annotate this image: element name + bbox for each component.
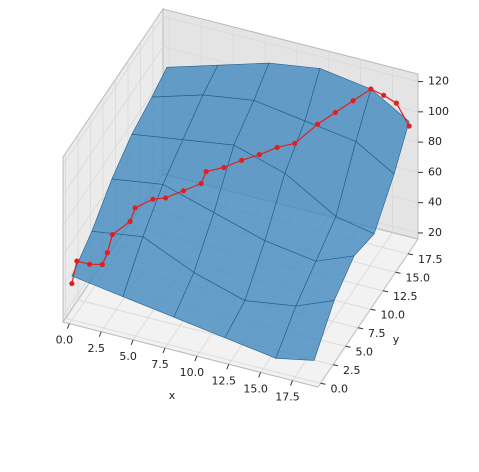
- surface-patch: [275, 300, 335, 361]
- tick-mark: [332, 364, 339, 367]
- path-point: [74, 258, 80, 264]
- y-tick-label: 5.0: [356, 345, 374, 358]
- path-point: [163, 195, 169, 201]
- path-point: [406, 123, 412, 129]
- tick-mark: [66, 323, 70, 329]
- path-point: [315, 121, 321, 127]
- path-point: [368, 86, 374, 92]
- tick-mark: [382, 290, 389, 293]
- grid-line: [62, 16, 164, 165]
- y-tick-label: 10.0: [381, 308, 406, 321]
- tick-mark: [395, 271, 401, 274]
- grid-line: [162, 16, 419, 82]
- grid-line: [62, 76, 164, 226]
- grid-line: [65, 317, 321, 384]
- path-point: [127, 218, 133, 224]
- path-point: [132, 205, 138, 211]
- path-point: [69, 280, 75, 287]
- y-tick-label: 2.5: [343, 364, 361, 377]
- x-tick-label: 12.5: [212, 374, 237, 387]
- grid-line: [62, 46, 164, 196]
- tick-mark: [194, 355, 198, 362]
- path-point: [239, 157, 245, 163]
- tick-mark: [320, 382, 326, 385]
- tick-mark: [162, 347, 166, 354]
- path-point: [99, 261, 105, 268]
- x-tick-label: 17.5: [275, 391, 300, 404]
- x-tick-label: 5.0: [119, 350, 137, 363]
- path-point: [381, 92, 387, 98]
- path-point: [332, 109, 338, 116]
- tick-mark: [226, 364, 230, 370]
- y-tick-label: 0.0: [331, 382, 349, 395]
- x-tick-label: 10.0: [180, 366, 205, 379]
- tick-mark: [370, 308, 376, 311]
- y-tick-label: 7.5: [368, 327, 386, 340]
- z-tick-label: 20: [428, 226, 442, 239]
- path-point: [292, 140, 298, 146]
- tick-mark: [407, 253, 414, 256]
- z-tick-label: 120: [428, 75, 449, 88]
- y-tick-label: 15.0: [406, 271, 431, 284]
- path-point: [221, 164, 227, 171]
- path-point: [350, 98, 356, 104]
- path-point: [203, 169, 209, 175]
- x-tick-label: 15.0: [243, 382, 268, 395]
- path-point: [274, 144, 280, 151]
- path-point: [87, 261, 93, 267]
- y-tick-label: 17.5: [418, 253, 443, 266]
- z-tick-label: 40: [428, 196, 442, 209]
- tick-mark: [345, 345, 351, 348]
- path-point: [180, 188, 186, 194]
- path-point: [150, 196, 156, 202]
- tick-mark: [258, 372, 262, 378]
- y-tick-label: 12.5: [393, 290, 418, 303]
- tick-mark: [357, 327, 364, 330]
- x-tick-label: 2.5: [88, 342, 106, 355]
- x-axis-label: x: [169, 389, 176, 402]
- tick-mark: [130, 339, 134, 346]
- y-axis-label: y: [393, 333, 400, 346]
- tick-mark: [98, 331, 102, 337]
- tick-mark: [290, 380, 293, 386]
- x-tick-label: 7.5: [151, 358, 169, 371]
- path-point: [393, 100, 399, 106]
- z-tick-label: 100: [428, 105, 449, 118]
- path-point: [198, 180, 204, 187]
- path-point: [256, 152, 262, 158]
- path-point: [104, 249, 110, 256]
- path-point: [109, 231, 115, 238]
- z-tick-label: 60: [428, 165, 442, 178]
- x-tick-label: 0.0: [56, 334, 74, 347]
- z-tick-label: 80: [428, 135, 442, 148]
